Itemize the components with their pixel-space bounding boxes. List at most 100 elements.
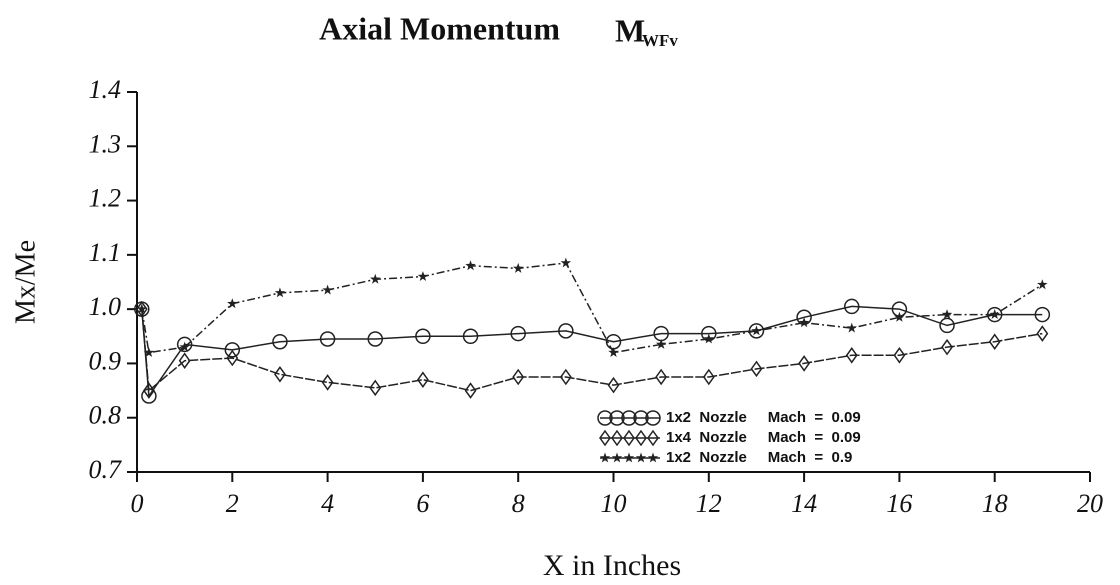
marker xyxy=(655,368,668,386)
marker xyxy=(370,273,381,284)
marker xyxy=(608,347,619,357)
marker xyxy=(226,349,239,367)
legend-marker xyxy=(635,452,647,463)
marker xyxy=(559,368,572,386)
marker xyxy=(227,298,238,309)
x-axis-label: X in Inches xyxy=(543,549,681,582)
legend-marker xyxy=(597,410,613,426)
legend-marker xyxy=(645,410,661,426)
y-tick-label: 1.3 xyxy=(89,129,122,158)
marker xyxy=(322,284,333,295)
marker xyxy=(142,382,155,399)
series-line xyxy=(141,309,1043,393)
marker xyxy=(176,336,193,353)
title-subscript: WFv xyxy=(642,31,678,50)
marker xyxy=(1037,279,1048,290)
x-tick-label: 2 xyxy=(226,489,239,518)
series-line xyxy=(141,262,1043,354)
marker xyxy=(655,338,667,349)
marker xyxy=(512,368,525,386)
marker xyxy=(893,346,906,364)
x-tick-label: 0 xyxy=(131,489,144,518)
marker xyxy=(558,323,574,339)
marker xyxy=(560,257,572,268)
x-tick-label: 16 xyxy=(886,489,912,518)
legend-marker xyxy=(623,452,635,463)
legend-label: 1x2 Nozzle Mach = 0.09 xyxy=(666,409,861,426)
marker xyxy=(143,347,155,357)
legend-marker xyxy=(635,429,647,447)
marker xyxy=(941,338,953,356)
marker xyxy=(274,287,286,298)
marker xyxy=(846,322,857,333)
legend-marker xyxy=(647,429,659,447)
x-tick-label: 4 xyxy=(321,489,334,518)
marker xyxy=(510,325,526,342)
marker xyxy=(369,379,382,397)
y-tick-label: 1.1 xyxy=(89,238,122,267)
marker xyxy=(136,303,147,314)
marker xyxy=(135,300,148,318)
marker xyxy=(844,298,860,315)
marker xyxy=(941,309,953,319)
x-tick-label: 12 xyxy=(696,489,722,518)
marker xyxy=(750,360,763,378)
y-axis-label: Mx/Me xyxy=(10,240,41,324)
legend-marker xyxy=(599,429,611,447)
marker xyxy=(367,331,383,347)
x-tick-label: 8 xyxy=(512,489,525,518)
marker xyxy=(178,352,191,370)
legend-marker xyxy=(621,410,637,426)
x-tick-label: 6 xyxy=(416,489,429,518)
marker xyxy=(988,333,1001,351)
marker xyxy=(462,328,479,345)
marker xyxy=(894,311,905,322)
legend-marker xyxy=(611,429,623,447)
marker xyxy=(845,346,858,364)
legend-marker xyxy=(611,452,623,463)
marker xyxy=(224,342,241,358)
marker xyxy=(798,317,810,328)
legend-label: 1x2 Nozzle Mach = 0.9 xyxy=(666,449,852,466)
x-tick-label: 14 xyxy=(791,489,817,518)
legend-marker xyxy=(633,410,649,426)
legend-label: 1x4 Nozzle Mach = 0.09 xyxy=(666,429,861,446)
marker xyxy=(607,376,620,394)
marker xyxy=(1034,306,1051,323)
legend-marker xyxy=(623,429,635,447)
y-tick-label: 1.4 xyxy=(89,75,122,104)
marker xyxy=(513,262,524,273)
marker xyxy=(319,331,336,347)
y-tick-label: 1.0 xyxy=(89,292,122,321)
marker xyxy=(465,260,476,271)
y-tick-label: 0.9 xyxy=(89,346,122,375)
y-tick-label: 0.7 xyxy=(89,455,123,484)
title-symbol: M xyxy=(615,12,645,48)
marker xyxy=(274,365,286,383)
x-tick-label: 20 xyxy=(1077,489,1103,518)
series-line xyxy=(141,305,1043,399)
marker xyxy=(416,371,429,389)
marker xyxy=(321,374,334,391)
marker xyxy=(417,271,429,281)
marker xyxy=(415,328,431,345)
legend-marker xyxy=(609,410,625,426)
y-tick-label: 1.2 xyxy=(89,184,122,213)
legend-marker xyxy=(599,452,611,463)
marker xyxy=(748,323,765,339)
marker xyxy=(179,341,190,352)
marker xyxy=(464,382,477,399)
x-tick-label: 18 xyxy=(982,489,1008,518)
legend-marker xyxy=(647,452,659,463)
y-tick-label: 0.8 xyxy=(89,401,122,430)
chart-title: Axial Momentum xyxy=(319,10,560,46)
marker xyxy=(798,355,811,372)
marker xyxy=(989,309,1000,319)
x-tick-label: 10 xyxy=(601,489,627,518)
marker xyxy=(1036,325,1049,342)
marker xyxy=(702,368,715,386)
marker xyxy=(939,317,955,334)
marker xyxy=(751,325,762,336)
marker xyxy=(703,333,714,344)
